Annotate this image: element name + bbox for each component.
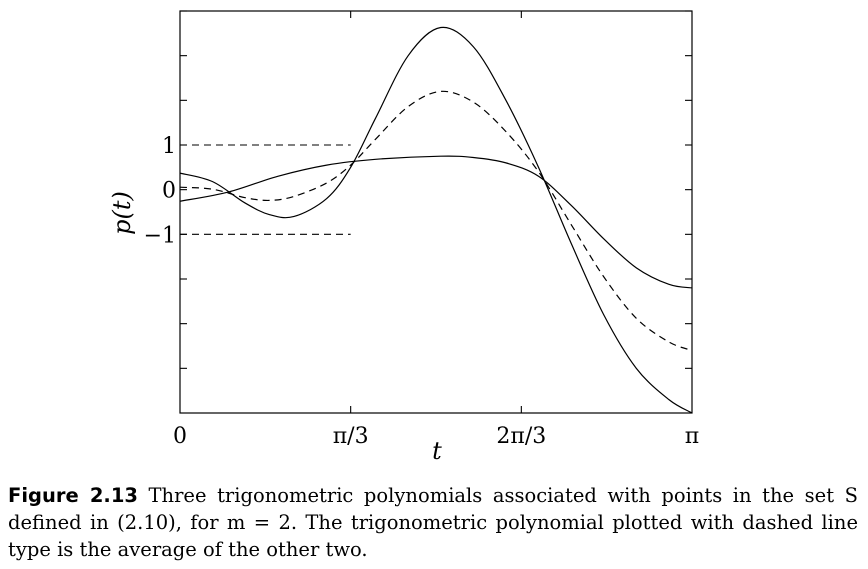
x-axis-label: t: [432, 437, 442, 462]
series-2-solid-line: [179, 155, 693, 289]
tick-marks: [180, 10, 692, 413]
series-layer: [179, 26, 693, 414]
caption-text: Three trigonometric polynomials associat…: [8, 484, 858, 561]
x-tick-label: π/3: [333, 424, 369, 449]
x-tick-label: 2π/3: [496, 424, 546, 449]
reference-lines: [180, 144, 351, 235]
y-axis-label: p(t): [108, 191, 136, 235]
x-tick-label: 0: [173, 424, 187, 449]
y-tick-label: 0: [162, 179, 176, 204]
series-3-dashed-line: [179, 90, 693, 352]
y-tick-label: −1: [144, 223, 176, 248]
x-tick-label: π: [685, 424, 699, 449]
plot-frame: [179, 10, 693, 414]
figure-2-13-plot: 0 π/3 2π/3 π 1 0 −1 t p(t): [108, 10, 700, 462]
figure-label: Figure 2.13: [8, 484, 138, 507]
series-1-solid-line: [179, 26, 693, 414]
y-tick-label: 1: [162, 134, 176, 159]
tick-labels: 0 π/3 2π/3 π 1 0 −1: [144, 134, 700, 449]
figure-caption: Figure 2.13 Three trigonometric polynomi…: [8, 482, 858, 563]
